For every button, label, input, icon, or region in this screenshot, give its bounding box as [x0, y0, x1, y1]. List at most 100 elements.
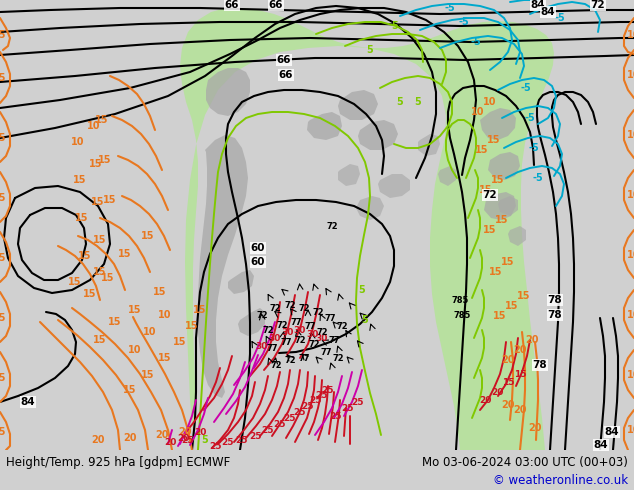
- Text: 20: 20: [177, 434, 189, 442]
- Text: 15: 15: [0, 313, 7, 323]
- Text: 15: 15: [0, 30, 7, 40]
- Text: 15: 15: [95, 115, 109, 125]
- Polygon shape: [338, 90, 378, 120]
- Text: 72: 72: [284, 356, 296, 365]
- Text: 72: 72: [298, 303, 310, 313]
- Text: 15: 15: [501, 257, 515, 267]
- Text: 20: 20: [164, 438, 176, 446]
- Text: 10: 10: [627, 190, 634, 200]
- Polygon shape: [498, 196, 518, 216]
- Text: 785: 785: [453, 311, 470, 319]
- Text: 20: 20: [123, 433, 137, 443]
- Polygon shape: [338, 164, 360, 186]
- Text: 25: 25: [182, 436, 194, 444]
- Text: 72: 72: [336, 321, 348, 330]
- Polygon shape: [480, 108, 516, 140]
- Text: 5: 5: [359, 285, 365, 295]
- Text: 15: 15: [83, 289, 97, 299]
- Text: 66: 66: [277, 55, 291, 65]
- Text: 72: 72: [308, 340, 320, 348]
- Polygon shape: [438, 166, 456, 186]
- Text: 15: 15: [103, 195, 117, 205]
- Text: 10: 10: [627, 130, 634, 140]
- Text: 15: 15: [75, 213, 89, 223]
- Polygon shape: [508, 226, 526, 246]
- Text: 10: 10: [143, 327, 157, 337]
- Text: -5: -5: [521, 83, 531, 93]
- Text: 5: 5: [202, 435, 209, 445]
- Polygon shape: [452, 76, 524, 450]
- Text: 5: 5: [361, 315, 368, 325]
- Text: 15: 15: [93, 267, 107, 277]
- Text: 30: 30: [281, 327, 294, 337]
- Text: 15: 15: [0, 427, 7, 437]
- Text: Mo 03-06-2024 03:00 UTC (00+03): Mo 03-06-2024 03:00 UTC (00+03): [422, 456, 628, 468]
- Text: 15: 15: [93, 235, 107, 245]
- Text: 84: 84: [21, 397, 36, 407]
- Text: 15: 15: [489, 267, 503, 277]
- Text: 30: 30: [294, 325, 306, 335]
- Text: 66: 66: [224, 0, 239, 10]
- Text: 25: 25: [236, 436, 249, 444]
- Text: 10: 10: [71, 137, 85, 147]
- Text: 10: 10: [627, 30, 634, 40]
- Text: -5: -5: [533, 173, 543, 183]
- Text: 15: 15: [173, 337, 187, 347]
- Text: 78: 78: [548, 310, 562, 320]
- Text: 5: 5: [397, 97, 403, 107]
- Text: 84: 84: [541, 7, 555, 17]
- Text: 15: 15: [158, 353, 172, 363]
- Text: 77: 77: [304, 321, 316, 330]
- Text: 15: 15: [491, 175, 505, 185]
- Text: 20: 20: [91, 435, 105, 445]
- Text: 20: 20: [514, 405, 527, 415]
- Text: 30: 30: [307, 329, 319, 339]
- Text: 15: 15: [185, 321, 198, 331]
- Polygon shape: [180, 8, 554, 450]
- Text: 25: 25: [321, 386, 334, 394]
- Text: -5: -5: [529, 143, 540, 153]
- Text: 15: 15: [153, 287, 167, 297]
- Text: -5: -5: [555, 13, 566, 23]
- Text: 66: 66: [269, 0, 283, 10]
- Text: 25: 25: [330, 412, 342, 420]
- Text: 20: 20: [194, 427, 206, 437]
- Text: 72: 72: [262, 325, 274, 335]
- Text: 5: 5: [366, 45, 373, 55]
- Text: 72: 72: [591, 0, 605, 10]
- Text: 72: 72: [316, 327, 328, 337]
- Text: 5: 5: [415, 97, 422, 107]
- Text: 25: 25: [284, 414, 296, 422]
- Text: 77: 77: [290, 318, 302, 326]
- Text: 60: 60: [251, 243, 265, 253]
- Text: 15: 15: [479, 185, 493, 195]
- Text: 72: 72: [270, 361, 281, 369]
- Text: 77: 77: [324, 314, 336, 322]
- Text: 15: 15: [505, 301, 519, 311]
- Text: 20: 20: [479, 395, 491, 405]
- Text: 15: 15: [141, 231, 155, 241]
- Text: 15: 15: [128, 305, 142, 315]
- Text: 84: 84: [593, 440, 608, 450]
- Text: 10: 10: [158, 310, 172, 320]
- Text: 15: 15: [89, 159, 103, 169]
- Text: 25: 25: [351, 397, 363, 407]
- Polygon shape: [484, 192, 516, 220]
- Text: 10: 10: [627, 250, 634, 260]
- Polygon shape: [206, 68, 250, 116]
- Text: 30: 30: [269, 334, 281, 343]
- Text: -5: -5: [458, 17, 469, 27]
- Text: 78: 78: [548, 295, 562, 305]
- Polygon shape: [356, 196, 384, 220]
- Text: 72: 72: [312, 308, 324, 317]
- Text: 10: 10: [128, 345, 142, 355]
- Text: 84: 84: [605, 427, 619, 437]
- Text: 10: 10: [471, 107, 485, 117]
- Text: 25: 25: [262, 425, 275, 435]
- Text: 15: 15: [0, 133, 7, 143]
- Text: 20: 20: [178, 427, 191, 437]
- Text: 15: 15: [493, 311, 507, 321]
- Text: 77: 77: [328, 336, 340, 344]
- Text: 10: 10: [483, 97, 497, 107]
- Text: 20: 20: [514, 345, 527, 355]
